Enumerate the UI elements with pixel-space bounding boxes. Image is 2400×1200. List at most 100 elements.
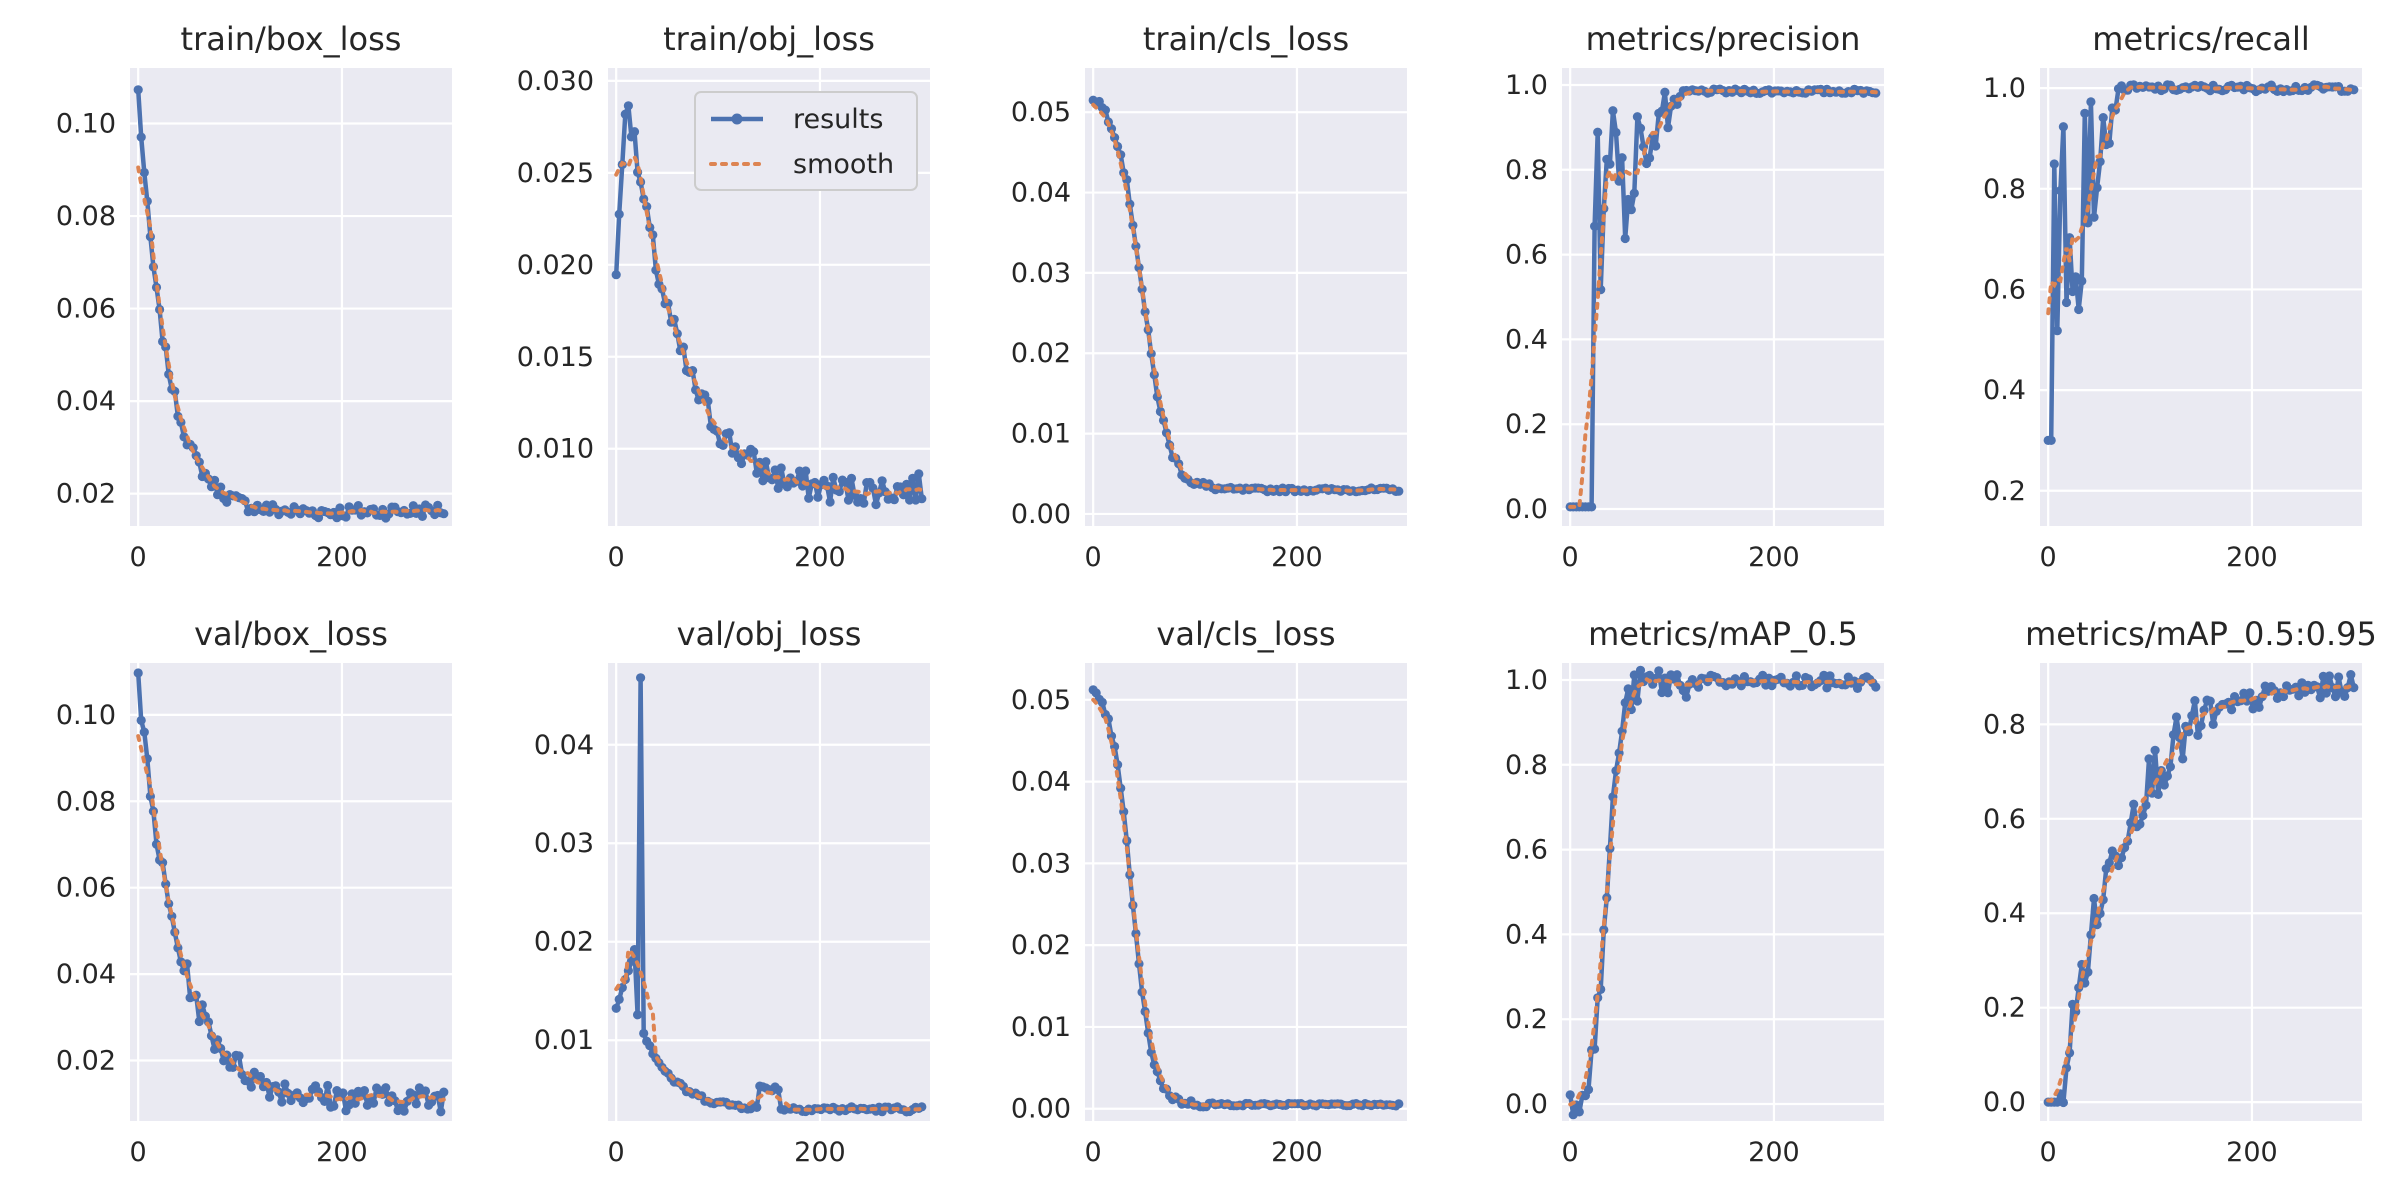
results-point (1565, 1090, 1575, 1100)
results-point (2049, 159, 2059, 169)
y-tick-label: 1.0 (1505, 665, 1548, 696)
results-point (2349, 85, 2359, 95)
results-point (2104, 858, 2114, 868)
chart-panel: metrics/mAP_0.5:0.95 0 200 0.0 0.2 0.4 0.6 0.8 (1983, 615, 2377, 1168)
results-point (381, 1083, 391, 1093)
results-point (2208, 719, 2218, 730)
results-point (353, 501, 363, 511)
y-tick-label: 0.4 (1505, 324, 1548, 355)
results-point (439, 1087, 449, 1097)
plot-area (1085, 68, 1407, 526)
results-point (773, 1085, 783, 1095)
results-point (194, 1016, 204, 1027)
results-point (914, 469, 924, 479)
results-point (761, 457, 771, 467)
y-tick-label: 0.4 (1983, 375, 2026, 406)
chart-panel: train/obj_loss 0 200 0.010 0.015 0.020 0.025 0.… (517, 20, 930, 573)
results-point (1660, 87, 1670, 97)
results-point (341, 512, 351, 522)
results-point (2227, 705, 2237, 715)
y-tick-label: 0.06 (56, 873, 116, 904)
results-point (614, 994, 624, 1005)
smooth-line (2046, 683, 2356, 1103)
chart-title: val/obj_loss (677, 615, 862, 653)
results-point (813, 492, 823, 502)
plot-area (608, 663, 930, 1121)
y-tick-label: 0.03 (1011, 848, 1071, 879)
results-point (2196, 721, 2206, 731)
y-tick-label: 0.04 (1011, 767, 1071, 798)
results-point (1590, 221, 1600, 231)
results-point (2086, 97, 2096, 107)
x-tick-label: 200 (2226, 542, 2278, 573)
results-point (265, 1092, 275, 1102)
y-tick-label: 0.025 (517, 158, 594, 189)
results-point (2162, 771, 2172, 781)
results-point (1097, 697, 1107, 708)
results-point (1583, 1085, 1594, 1095)
results-point (2080, 108, 2090, 118)
results-point (804, 493, 814, 503)
results-point (1635, 665, 1646, 675)
y-tick-label: 0.6 (1505, 240, 1548, 271)
results-point (338, 1088, 348, 1098)
x-tick-label: 0 (608, 1137, 625, 1168)
results-point (1791, 671, 1801, 681)
results-point (222, 497, 232, 507)
results-point (1632, 112, 1642, 122)
results-point (1645, 153, 1655, 163)
results-point (846, 473, 857, 483)
results-point (2254, 702, 2264, 713)
results-point (2178, 754, 2188, 764)
results-point (329, 1101, 339, 1111)
results-point (1394, 486, 1404, 496)
y-tick-label: 0.03 (534, 828, 594, 859)
results-point (1681, 692, 1691, 702)
results-point (255, 1071, 265, 1082)
chart-title: train/obj_loss (663, 20, 875, 58)
y-tick-label: 0.08 (56, 786, 116, 817)
results-point (1394, 1099, 1404, 1109)
results-point (1629, 188, 1639, 198)
chart-panel: val/box_loss 0 200 0.02 0.04 0.06 0.08 0.10 (56, 615, 452, 1168)
results-point (2190, 696, 2200, 706)
x-tick-label: 200 (794, 542, 846, 573)
results-point (2138, 810, 2148, 821)
y-tick-label: 0.2 (1505, 409, 1548, 440)
results-point (1623, 194, 1633, 205)
results-point (2159, 780, 2169, 790)
results-point (776, 463, 786, 473)
results-point (2334, 672, 2344, 682)
legend-smooth-label: smooth (793, 149, 894, 180)
results-point (139, 727, 149, 737)
results-point (1128, 220, 1138, 230)
results-point (1672, 99, 1682, 109)
results-point (2129, 799, 2139, 809)
results-point (1632, 696, 1642, 706)
results-point (1617, 153, 1627, 163)
y-tick-label: 0.0 (1983, 1087, 2026, 1118)
x-tick-label: 0 (130, 1137, 147, 1168)
results-point (2068, 999, 2078, 1010)
results-point (2153, 789, 2163, 800)
y-tick-label: 0.6 (1983, 804, 2026, 835)
legend: results smooth (694, 91, 918, 191)
results-point (724, 428, 734, 438)
results-point (825, 497, 835, 507)
results-point (323, 1080, 333, 1091)
y-tick-label: 0.02 (534, 927, 594, 958)
results-point (2113, 860, 2124, 871)
results-point (1825, 671, 1835, 681)
results-point (246, 1082, 256, 1092)
results-point (433, 500, 443, 510)
results-point (2324, 671, 2334, 681)
results-point (359, 1086, 369, 1096)
y-tick-label: 0.04 (56, 959, 116, 990)
x-tick-label: 200 (316, 542, 368, 573)
results-point (1593, 127, 1603, 137)
results-point (877, 476, 887, 486)
x-tick-label: 0 (130, 542, 147, 573)
results-point (2144, 754, 2154, 764)
results-point (859, 498, 869, 508)
x-tick-label: 200 (1748, 542, 1800, 573)
